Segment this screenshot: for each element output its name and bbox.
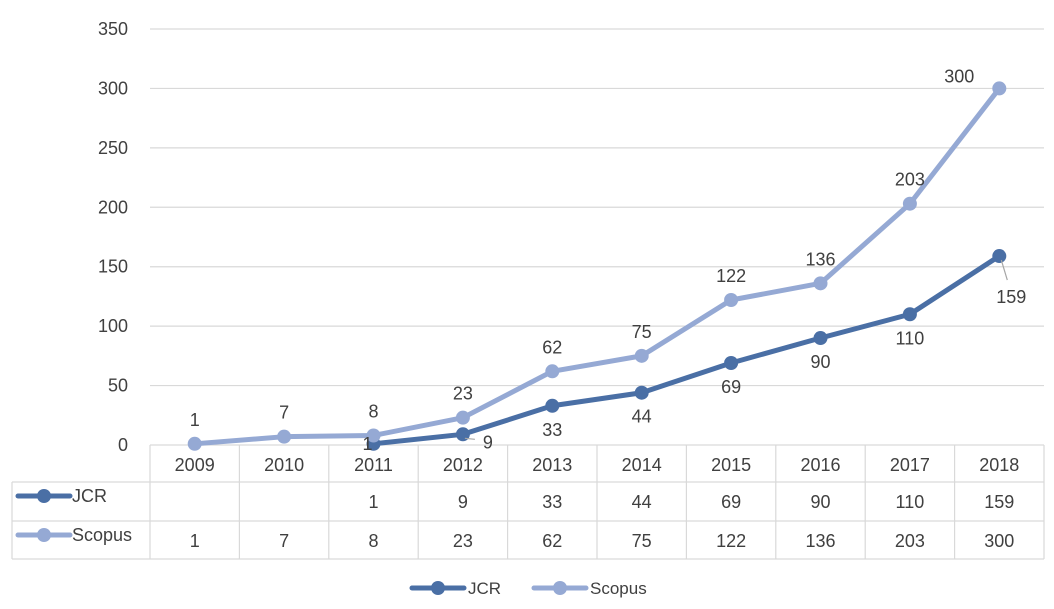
data-point bbox=[634, 348, 649, 363]
y-tick-label: 50 bbox=[108, 376, 128, 396]
legend-label: Scopus bbox=[590, 579, 647, 598]
data-point bbox=[545, 364, 560, 379]
y-tick-label: 300 bbox=[98, 78, 128, 98]
data-label: 90 bbox=[810, 352, 830, 372]
table-series-name: JCR bbox=[72, 486, 107, 506]
table-cell-value: 136 bbox=[805, 531, 835, 551]
y-tick-label: 250 bbox=[98, 138, 128, 158]
data-label: 1 bbox=[362, 434, 372, 454]
legend-key-marker bbox=[553, 581, 567, 595]
x-tick-label: 2016 bbox=[800, 455, 840, 475]
data-point bbox=[902, 196, 917, 211]
x-tick-label: 2013 bbox=[532, 455, 572, 475]
legend-key-marker bbox=[431, 581, 445, 595]
table-series-key-marker bbox=[37, 528, 51, 542]
table-cell-value: 75 bbox=[632, 531, 652, 551]
table-cell-value: 7 bbox=[279, 531, 289, 551]
table-cell-value: 110 bbox=[896, 492, 925, 512]
data-label: 7 bbox=[279, 403, 289, 423]
x-tick-label: 2017 bbox=[890, 455, 930, 475]
data-point bbox=[813, 331, 828, 346]
table-cell-value: 44 bbox=[632, 492, 652, 512]
leader-line bbox=[1000, 259, 1008, 281]
data-label: 62 bbox=[542, 337, 562, 357]
table-cell-value: 33 bbox=[542, 492, 562, 512]
x-tick-label: 2018 bbox=[979, 455, 1019, 475]
table-cell-value: 1 bbox=[190, 531, 200, 551]
data-point bbox=[813, 276, 828, 291]
x-tick-label: 2010 bbox=[264, 455, 304, 475]
y-tick-label: 200 bbox=[98, 197, 128, 217]
data-point bbox=[902, 307, 917, 322]
table-cell-value: 23 bbox=[453, 531, 473, 551]
table-series-name: Scopus bbox=[72, 525, 132, 545]
data-point bbox=[634, 385, 649, 400]
table-cell-value: 9 bbox=[458, 492, 468, 512]
data-point bbox=[366, 428, 381, 443]
data-label: 69 bbox=[721, 377, 741, 397]
data-point bbox=[455, 427, 470, 442]
data-label: 159 bbox=[996, 287, 1026, 307]
data-label: 136 bbox=[805, 249, 835, 269]
x-tick-label: 2009 bbox=[175, 455, 215, 475]
leader-line bbox=[464, 437, 475, 440]
data-label: 8 bbox=[368, 401, 378, 421]
data-label: 9 bbox=[483, 432, 493, 452]
data-point bbox=[724, 355, 739, 370]
data-label: 23 bbox=[453, 384, 473, 404]
data-label: 110 bbox=[896, 328, 925, 348]
data-label: 122 bbox=[716, 266, 746, 286]
table-cell-value: 90 bbox=[810, 492, 830, 512]
x-tick-label: 2014 bbox=[622, 455, 662, 475]
data-point bbox=[545, 398, 560, 413]
data-label: 44 bbox=[632, 407, 652, 427]
x-tick-label: 2015 bbox=[711, 455, 751, 475]
data-point bbox=[277, 429, 292, 444]
data-label: 203 bbox=[895, 170, 925, 190]
data-label: 33 bbox=[542, 420, 562, 440]
table-cell-value: 203 bbox=[895, 531, 925, 551]
data-label: 75 bbox=[632, 322, 652, 342]
table-cell-value: 1 bbox=[368, 492, 378, 512]
y-tick-label: 100 bbox=[98, 316, 128, 336]
table-cell-value: 8 bbox=[368, 531, 378, 551]
table-cell-value: 69 bbox=[721, 492, 741, 512]
series-line-jcr bbox=[371, 253, 1002, 447]
table-series-key-marker bbox=[37, 489, 51, 503]
table-cell-value: 300 bbox=[984, 531, 1014, 551]
data-point bbox=[187, 436, 202, 451]
table-cell-value: 62 bbox=[542, 531, 562, 551]
x-tick-label: 2012 bbox=[443, 455, 483, 475]
legend-label: JCR bbox=[468, 579, 501, 598]
data-label: 300 bbox=[944, 66, 974, 86]
data-label: 1 bbox=[190, 410, 200, 430]
data-point bbox=[724, 292, 739, 307]
data-point bbox=[992, 249, 1007, 264]
y-tick-label: 350 bbox=[98, 19, 128, 39]
data-point bbox=[992, 81, 1007, 96]
y-tick-label: 0 bbox=[118, 435, 128, 455]
data-point bbox=[455, 410, 470, 425]
table-cell-value: 159 bbox=[984, 492, 1014, 512]
y-tick-label: 150 bbox=[98, 257, 128, 277]
x-tick-label: 2011 bbox=[354, 455, 393, 475]
table-cell-value: 122 bbox=[716, 531, 746, 551]
series-line-scopus bbox=[192, 85, 1002, 447]
